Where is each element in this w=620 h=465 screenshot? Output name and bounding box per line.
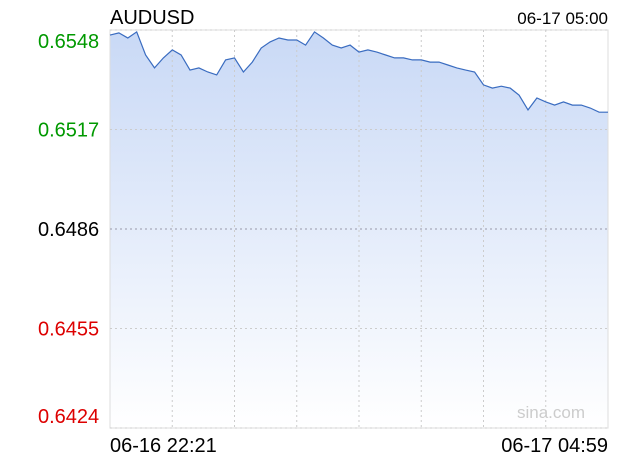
y-tick-label: 0.6424 [38, 406, 99, 428]
x-tick-label: 06-16 22:21 [110, 435, 217, 457]
y-tick-label: 0.6517 [38, 120, 99, 142]
y-tick-label: 0.6548 [38, 31, 99, 53]
chart-time: 06-17 05:00 [517, 9, 608, 28]
y-tick-label: 0.6486 [38, 219, 99, 241]
price-line [109, 30, 608, 113]
y-tick-label: 0.6455 [38, 319, 99, 341]
watermark: sina.com [517, 403, 585, 422]
chart-title: AUDUSD [110, 7, 194, 29]
x-tick-label: 06-17 04:59 [501, 435, 608, 457]
